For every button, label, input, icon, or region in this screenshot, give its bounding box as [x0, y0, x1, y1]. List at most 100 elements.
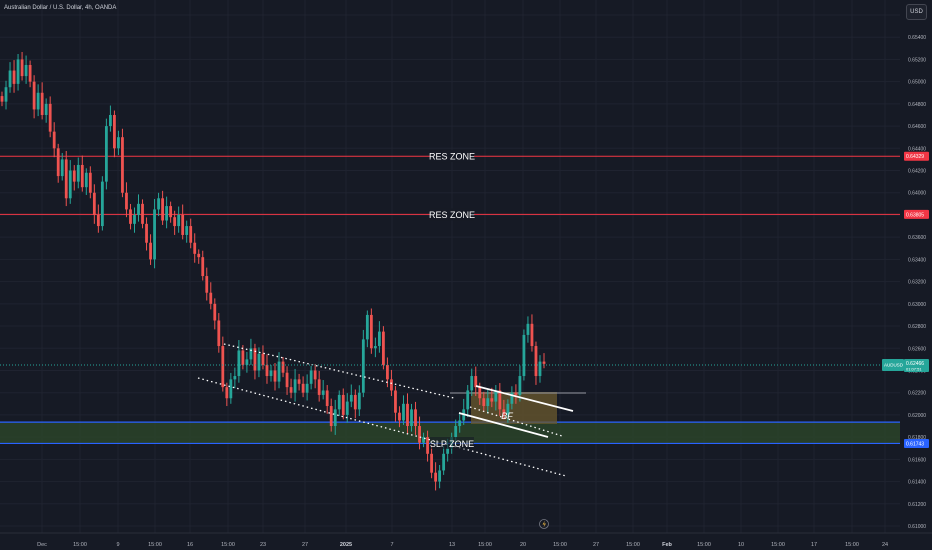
- candles: [0, 51, 546, 491]
- candle-body: [337, 394, 341, 410]
- candle-body: [48, 103, 52, 132]
- symbol-tag-label: AUDUSD: [884, 363, 904, 368]
- candle-body: [293, 379, 297, 393]
- candle-body: [197, 253, 201, 258]
- time-axis: Dec 15:00 9 15:00 16 15:00 23 27 2025 7 13 15:00 20 1…: [0, 532, 932, 550]
- candle-body: [20, 59, 24, 77]
- candle-body: [478, 387, 482, 399]
- candle-body: [426, 437, 429, 454]
- candle-body: [36, 92, 40, 110]
- candle-body: [185, 226, 189, 235]
- candle-body: [297, 379, 301, 384]
- x-tick-label: 15:00: [73, 542, 87, 548]
- candle-body: [349, 394, 353, 402]
- x-tick-label: 15:00: [148, 542, 162, 548]
- grid: [0, 0, 900, 533]
- candle-body: [514, 392, 518, 395]
- candle-body: [325, 390, 329, 407]
- candle-body: [422, 437, 425, 443]
- candle-body: [530, 323, 534, 347]
- candle-body: [510, 392, 514, 404]
- candle-body: [92, 192, 96, 215]
- x-tick-label: 23: [260, 542, 266, 548]
- candle-body: [329, 406, 333, 427]
- candle-body: [72, 170, 76, 182]
- candle-body: [28, 64, 32, 82]
- price-axis: 0.656000.654000.652000.650000.648000.646…: [882, 0, 932, 550]
- channel-upper-line: [223, 343, 455, 399]
- candle-body: [390, 379, 393, 391]
- lightning-icon-bolt: [542, 520, 546, 528]
- candle-body: [377, 331, 381, 347]
- candle-body: [201, 257, 205, 277]
- candle-body: [285, 372, 289, 388]
- y-tick-label: 0.61600: [908, 457, 926, 463]
- y-tick-label: 0.64600: [908, 124, 926, 130]
- candle-body: [458, 420, 462, 427]
- currency-button[interactable]: USD: [906, 4, 927, 20]
- candle-body: [382, 331, 385, 365]
- candle-body: [305, 383, 309, 393]
- candle-body: [249, 348, 253, 360]
- candle-body: [522, 334, 526, 377]
- support-zone-label: SLP ZONE: [430, 439, 474, 449]
- y-tick-label: 0.63600: [908, 235, 926, 241]
- candle-body: [526, 323, 530, 335]
- y-tick-label: 0.65200: [908, 57, 926, 63]
- y-tick-label: 0.62800: [908, 324, 926, 330]
- candle-body: [100, 181, 104, 227]
- candle-body: [373, 346, 377, 349]
- candle-body: [534, 346, 538, 377]
- candle-body: [229, 379, 233, 399]
- support-label-bg: [430, 437, 474, 449]
- candle-body: [32, 81, 36, 110]
- candle-body: [209, 292, 213, 304]
- x-tick-label: 15:00: [697, 542, 711, 548]
- candle-body: [76, 164, 80, 182]
- candle-body: [64, 159, 68, 199]
- resistance-label-bg: [430, 150, 474, 163]
- y-tick-label: 0.61400: [908, 480, 926, 486]
- candle-body: [40, 92, 44, 115]
- candle-body: [96, 214, 100, 227]
- resistance-label-bg: [430, 208, 474, 221]
- candle-body: [12, 70, 16, 84]
- candle-body: [80, 164, 84, 188]
- x-tick-label: Feb: [662, 542, 672, 548]
- candle-body: [353, 394, 357, 410]
- y-tick-label: 0.62200: [908, 391, 926, 397]
- candle-body: [141, 203, 144, 224]
- candle-body: [213, 303, 217, 321]
- candle-body: [189, 226, 193, 243]
- candle-body: [104, 126, 108, 182]
- candle-body: [482, 398, 486, 407]
- candle-body: [506, 403, 510, 415]
- x-tick-label: 15:00: [553, 542, 567, 548]
- candle-body: [261, 353, 265, 365]
- time-axis-bg: [0, 533, 932, 550]
- candle-body: [265, 364, 269, 377]
- candle-body: [129, 209, 132, 224]
- x-tick-label: 27: [593, 542, 599, 548]
- candle-body: [217, 320, 221, 347]
- y-tick-label: 0.62000: [908, 413, 926, 419]
- candle-body: [361, 339, 365, 393]
- flag-lower-solid-line: [458, 412, 549, 438]
- y-tick-label: 0.64200: [908, 169, 926, 175]
- candle-body: [333, 409, 337, 427]
- x-tick-label: 15:00: [845, 542, 859, 548]
- candle-body: [434, 472, 437, 482]
- candle-body: [538, 361, 542, 377]
- candle-body: [221, 346, 225, 388]
- resistance-price-tag: [904, 151, 929, 161]
- candle-body: [341, 394, 345, 415]
- candle-body: [317, 379, 321, 395]
- candle-body: [84, 172, 88, 188]
- candle-body: [269, 370, 273, 377]
- candle-body: [438, 470, 442, 482]
- candle-body: [181, 214, 185, 235]
- candle-body: [446, 448, 450, 454]
- y-tick-label: 0.64400: [908, 146, 926, 152]
